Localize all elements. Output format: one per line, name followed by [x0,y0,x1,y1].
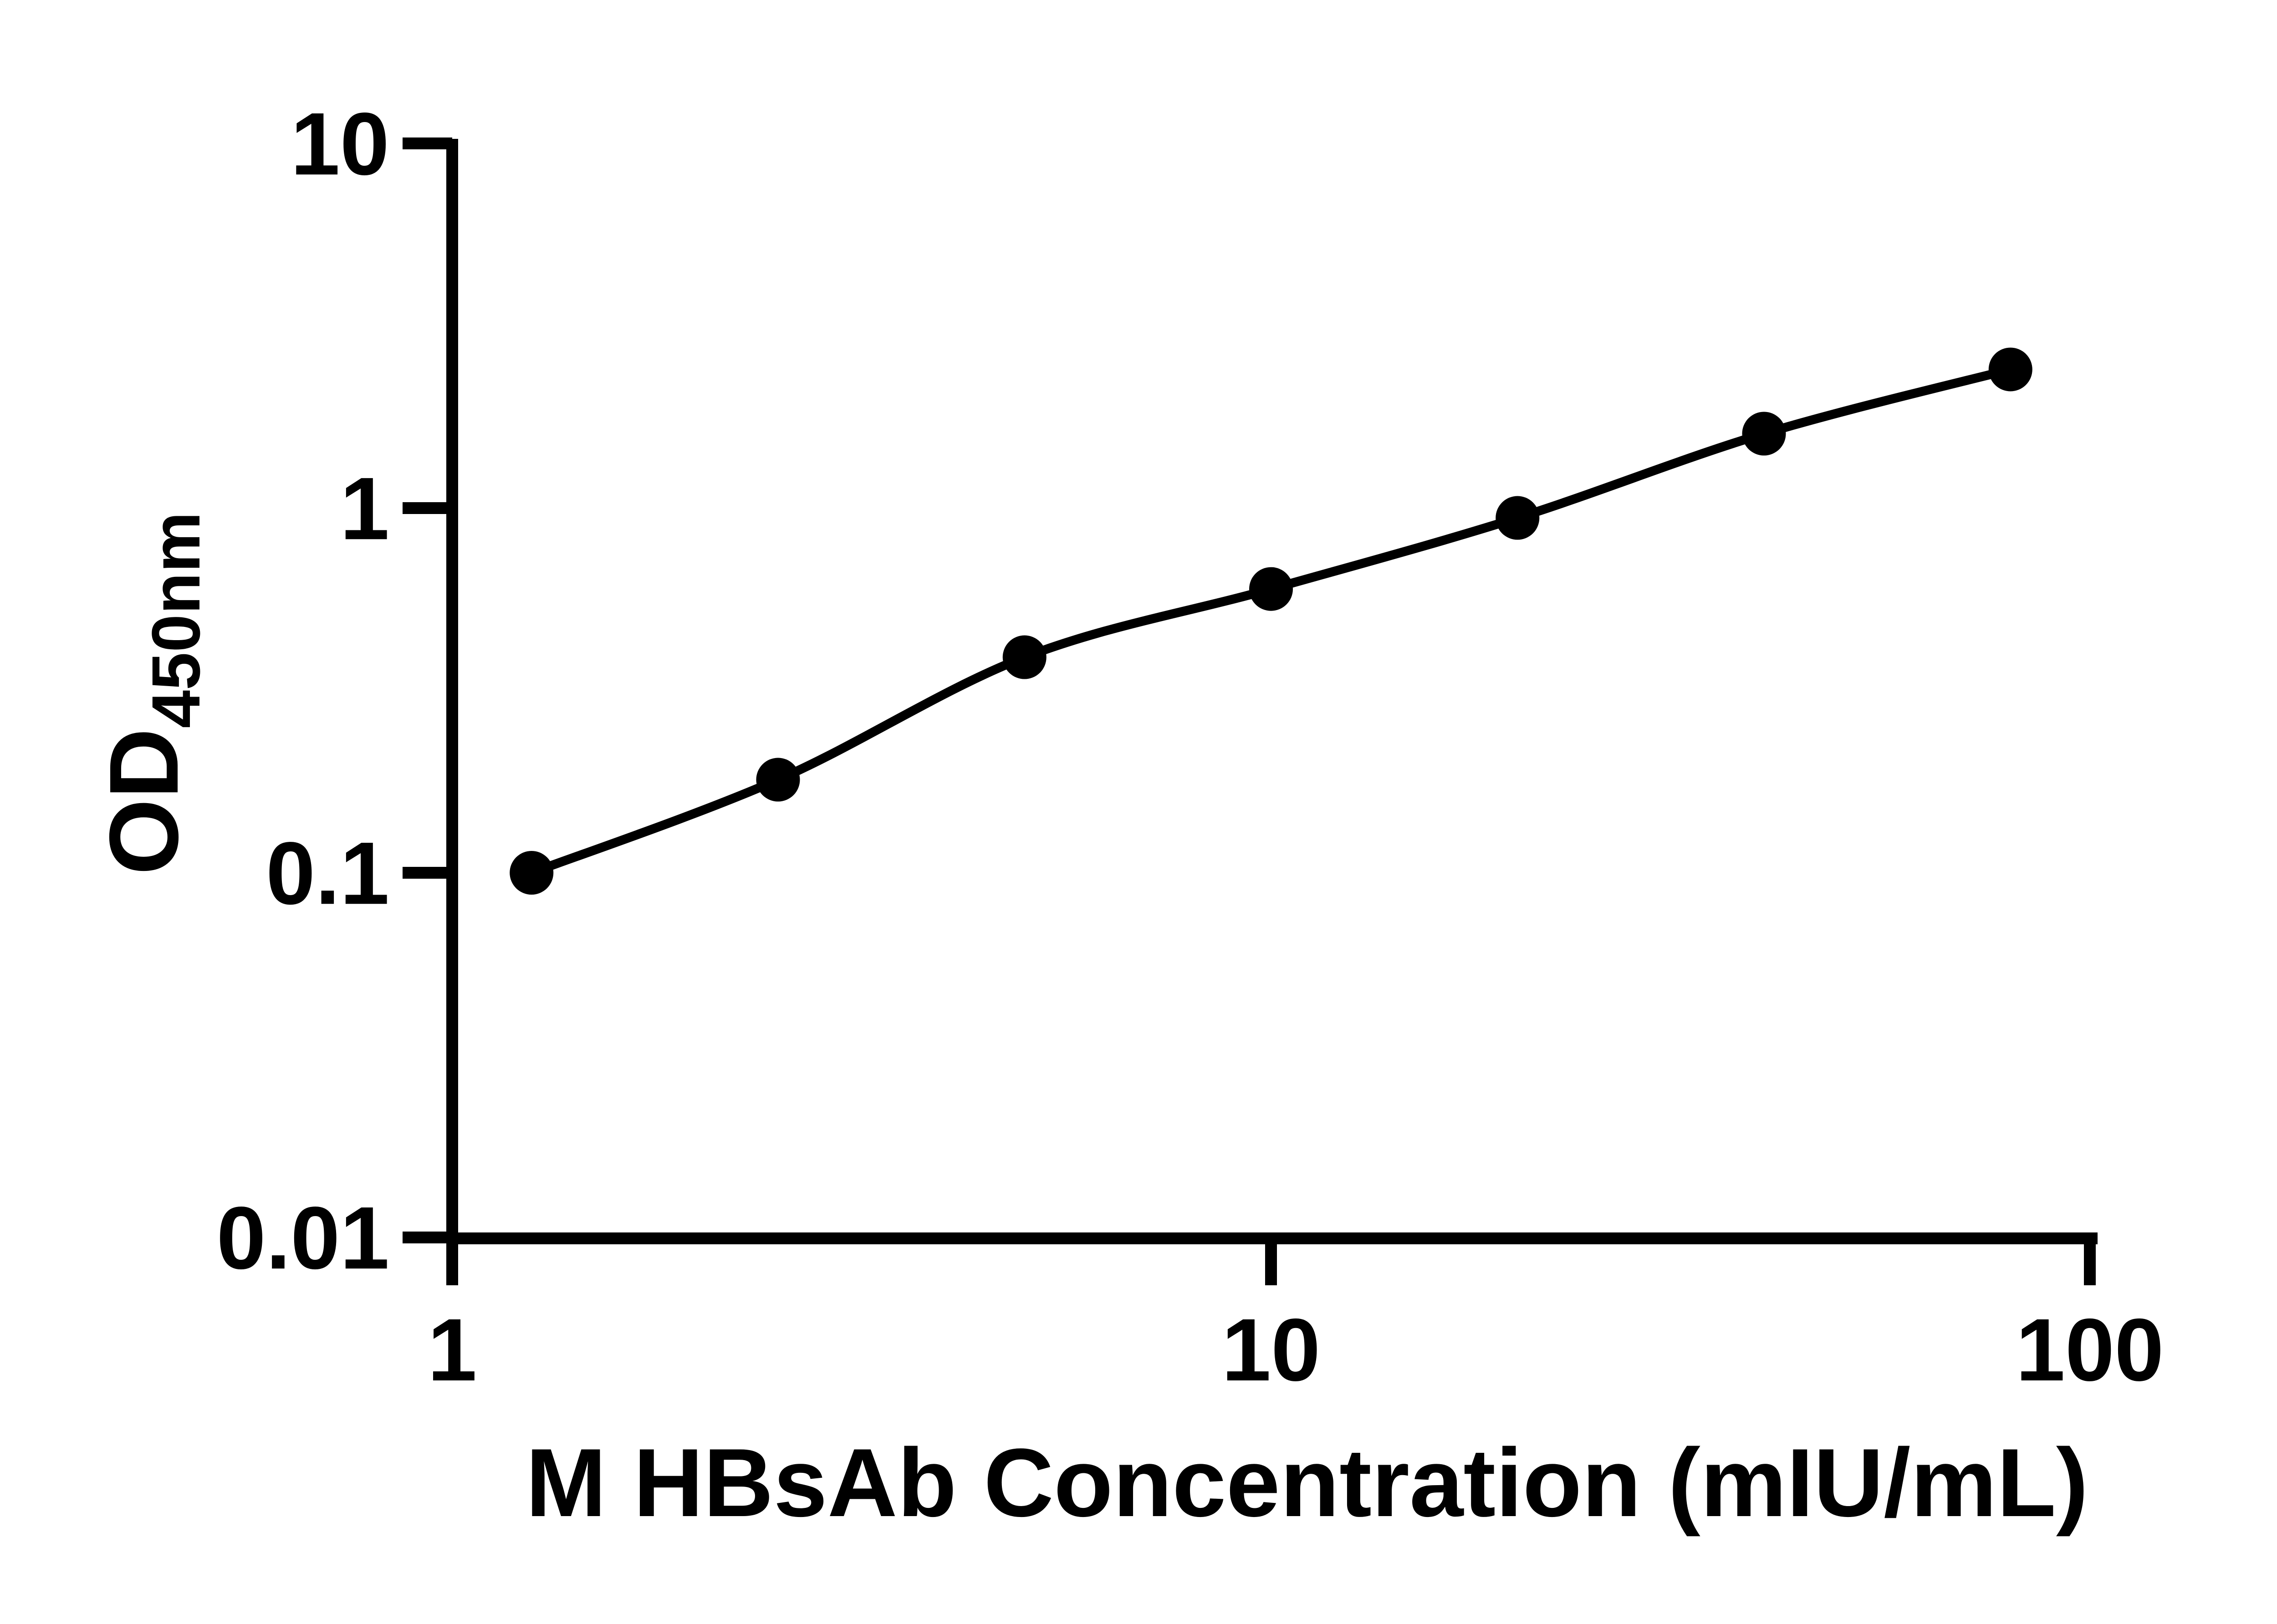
data-point [510,851,554,895]
data-point [1496,496,1540,540]
y-axis-title-subscript: 450nm [138,512,214,728]
y-tick-label: 0.1 [266,824,389,923]
y-axis-title-main: OD [89,728,199,875]
data-point [1249,567,1293,611]
data-point [1988,347,2032,392]
y-tick-label: 0.01 [216,1188,389,1288]
plot-area [510,347,2032,895]
axes [403,137,2098,1285]
data-point [756,758,800,802]
y-axis-tick-labels: 10 1 0.1 0.01 [216,94,389,1288]
x-axis-ticks [446,1238,2096,1285]
x-tick-label: 10 [1222,1300,1321,1400]
x-axis-title: M HBsAb Concentration (mIU/mL) [526,1429,2088,1537]
y-axis-title: OD450nm [89,512,214,875]
x-tick-label: 1 [428,1300,477,1400]
data-points [510,347,2032,895]
fit-curve-line [530,365,2012,877]
data-point [1002,635,1047,679]
y-tick-label: 10 [291,94,389,193]
data-point [1742,412,1786,456]
y-axis-ticks [403,137,452,1243]
x-tick-label: 100 [2016,1300,2164,1400]
y-tick-label: 1 [340,459,389,558]
x-axis-tick-labels: 1 10 100 [428,1300,2164,1400]
